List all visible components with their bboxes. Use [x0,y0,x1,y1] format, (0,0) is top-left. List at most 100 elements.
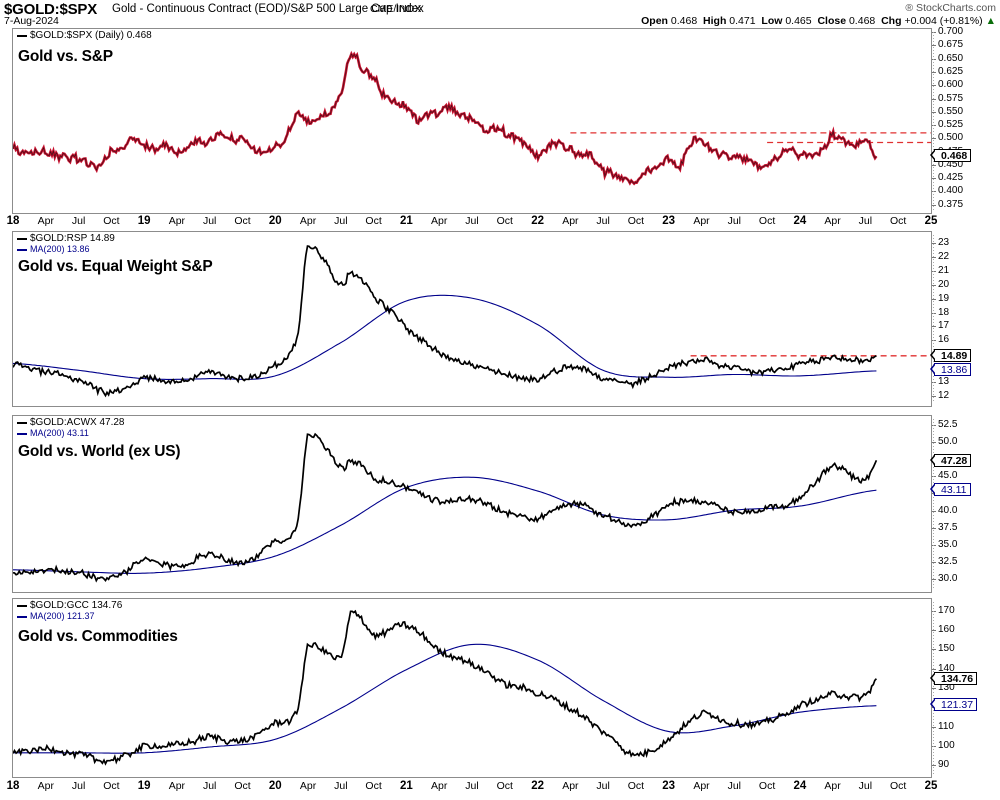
y-tick-label: 22 [938,251,950,262]
y-axis-rail-dot [933,476,934,477]
chart-panel-gold-vs-equal-weight-spx[interactable]: $GOLD:RSP 14.89 MA(200) 13.86 [12,231,932,407]
x-tick-year-label: 21 [399,780,413,792]
y-axis-rail-dot [933,584,934,585]
y-axis-rail-dot [933,113,934,114]
plot-area[interactable] [13,416,931,592]
y-axis-rail-dot [933,746,934,747]
y-tick-mark [932,629,936,631]
y-axis-rail-dot [933,629,934,630]
y-axis-rail-dot [933,635,934,636]
x-tick-year-label: 23 [662,215,676,227]
plot-area[interactable] [13,232,931,406]
y-axis-rail-dot [933,668,934,669]
panel-legend: $GOLD:GCC 134.76 MA(200) 121.37 [17,600,122,622]
y-axis-rail-dot [933,35,934,36]
x-tick-month-label: Oct [890,780,907,792]
y-axis-rail-dot [933,602,934,603]
y-axis-rail-dot [933,467,934,468]
legend-entry: MA(200) 43.11 [17,428,124,439]
y-axis-rail-dot [933,376,934,377]
y-tick-label: 19 [938,292,950,304]
y-axis-rail-dot [933,331,934,332]
y-axis-rail-dot [933,572,934,573]
x-tick-year-label: 22 [531,780,544,792]
y-axis-rail-dot [933,533,934,534]
y-axis-rail-dot [933,722,934,723]
open-label: Open [641,15,668,27]
last-price-badge: 47.28 [929,454,972,468]
y-axis-rail-dot [933,773,934,774]
y-axis-rail-dot [933,770,934,771]
y-axis-rail-dot [933,173,934,174]
y-axis-rail-dot [933,235,934,236]
legend-line-swatch-icon [17,237,27,240]
x-tick-month-label: Apr [168,215,186,227]
y-axis-rail-dot [933,128,934,129]
y-axis-rail-dot [933,304,934,305]
x-tick-month-label: Oct [365,215,382,227]
y-axis-rail-dot [933,161,934,162]
y-axis-rail-dot [933,659,934,660]
x-tick-month-label: Oct [758,780,776,792]
y-axis-rail-dot [933,92,934,93]
y-tick-mark [932,326,936,328]
y-tick-mark [932,395,936,397]
y-tick-label: 23 [938,237,950,249]
y-axis-rail-dot [933,749,934,750]
panel-legend: $GOLD:RSP 14.89 MA(200) 13.86 [17,233,115,255]
y-axis-rail-dot [933,713,934,714]
y-axis-rail-dot [933,59,934,60]
x-tick-month-label: Oct [758,215,776,227]
y-axis-rail-dot [933,32,934,33]
x-tick-month-label: Oct [365,780,382,792]
plot-area[interactable] [13,29,931,213]
x-tick-year-label: 18 [6,215,20,227]
chg-label: Chg [881,15,902,27]
ticker-symbol: $GOLD:$SPX [4,1,98,18]
y-axis-rail-dot [933,44,934,45]
y-tick-label: 140 [938,662,955,674]
y-axis-rail-dot [933,647,934,648]
y-tick-label: 32.5 [938,555,958,567]
y-tick-mark [932,191,936,193]
x-tick-month-label: Apr [168,780,186,792]
legend-label: MA(200) 13.86 [30,244,90,254]
y-axis-rail-dot [933,689,934,690]
y-axis-rail-dot [933,548,934,549]
y-axis-rail-dot [933,53,934,54]
y-axis-rail-dot [933,527,934,528]
chart-panel-gold-vs-spx[interactable]: $GOLD:$SPX (Daily) 0.468 [12,28,932,214]
y-axis-rail-dot [933,503,934,504]
y-axis-rail-dot [933,250,934,251]
y-axis-rail-dot [933,611,934,612]
chart-panel-gold-vs-commodities[interactable]: $GOLD:GCC 134.76 MA(200) 121.37 [12,598,932,778]
y-axis-rail-dot [933,755,934,756]
y-tick-label: 100 [938,740,955,751]
close-label: Close [817,15,847,27]
y-axis-rail-dot [933,569,934,570]
plot-area[interactable] [13,599,931,777]
ma200-line [13,476,877,574]
open-value: 0.468 [670,15,698,27]
legend-line-swatch-icon [17,615,27,618]
legend-line-swatch-icon [17,34,27,37]
y-axis-rail-dot [933,170,934,171]
y-axis-rail-dot [933,62,934,63]
y-axis-rail-dot [933,319,934,320]
legend-line-swatch-icon [17,421,27,424]
y-tick-mark [932,688,936,689]
y-axis-rail-dot [933,554,934,555]
y-axis-rail-dot [933,515,934,516]
y-axis-rail-dot [933,650,934,651]
ma200-value-badge: 13.86 [929,363,972,377]
y-axis-rail-dot [933,641,934,642]
y-axis-rail-dot [933,206,934,207]
x-tick-year-label: 25 [924,215,938,227]
y-axis-rail-dot [933,292,934,293]
y-axis-rail-dot [933,440,934,441]
y-axis-rail-dot [933,740,934,741]
chart-panel-gold-vs-world-ex-us[interactable]: $GOLD:ACWX 47.28 MA(200) 43.11 [12,415,932,593]
y-axis-rail-dot [933,710,934,711]
y-tick-label: 0.600 [938,79,964,91]
